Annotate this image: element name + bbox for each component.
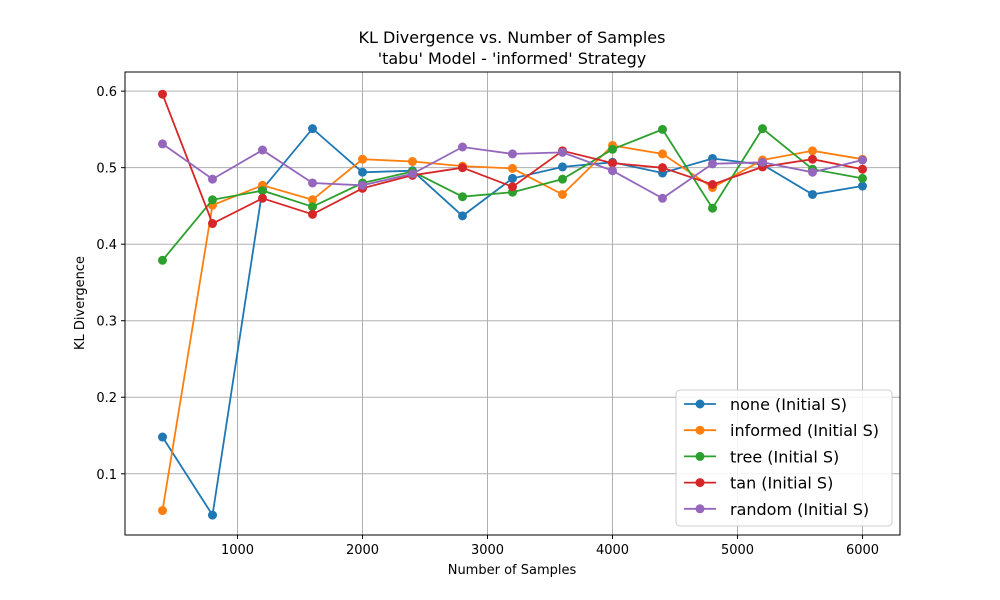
data-point [658,163,667,173]
x-tick-label: 6000 [846,543,879,558]
data-point [308,202,317,212]
data-point [208,510,217,520]
data-point [508,163,517,173]
data-point [308,209,317,219]
y-tick-label: 0.4 [96,238,117,253]
legend-item: none (Initial S) [684,395,847,414]
y-axis-label: KL Divergence [73,256,88,350]
data-point [558,174,567,184]
x-tick-label: 3000 [471,543,504,558]
legend: none (Initial S) informed (Initial S) tree… [675,389,893,527]
data-point [608,144,617,154]
legend-box [675,389,893,527]
data-point [558,189,567,199]
data-point [308,178,317,188]
data-point [458,142,467,152]
data-point [258,193,267,203]
data-point [858,155,867,165]
data-point [458,163,467,173]
data-point [508,182,517,192]
y-tick-label: 0.3 [96,315,117,330]
data-point [258,145,267,155]
data-point [808,154,817,164]
legend-item: tan (Initial S) [684,474,833,493]
data-point [158,139,167,149]
data-point [758,157,767,167]
legend-marker [695,425,705,435]
legend-label: tan (Initial S) [730,474,833,493]
data-point [508,149,517,159]
data-point [858,181,867,191]
data-point [858,164,867,174]
grid [125,72,900,535]
y-tick-label: 0.1 [96,468,117,483]
data-point [608,158,617,168]
x-tick-label: 4000 [596,543,629,558]
data-point [658,149,667,159]
data-point [558,162,567,172]
legend-item: tree (Initial S) [684,447,839,466]
chart-subtitle: 'tabu' Model - 'informed' Strategy [378,49,647,68]
legend-label: none (Initial S) [730,395,847,414]
data-point [358,154,367,164]
plot-frame [124,71,901,536]
x-tick-label: 5000 [721,543,754,558]
y-tick-label: 0.2 [96,391,117,406]
legend-item: random (Initial S) [684,500,869,519]
data-point [708,159,717,169]
data-point [358,180,367,190]
data-point [608,166,617,176]
data-point [208,174,217,184]
data-point [458,211,467,221]
y-tick-label: 0.5 [96,162,117,177]
data-point [208,195,217,205]
data-point [808,189,817,199]
ticks: 1000 2000 3000 4000 5000 6000 0.1 0.2 0.3 0.4 0.5 0… [96,85,879,558]
data-point [758,124,767,134]
x-tick-label: 2000 [346,543,379,558]
data-point [708,179,717,189]
x-tick-label: 1000 [221,543,254,558]
data-point [158,255,167,265]
data-point [808,167,817,177]
data-point [708,203,717,213]
data-point [308,195,317,205]
data-point [158,89,167,99]
legend-label: informed (Initial S) [730,421,879,440]
legend-label: random (Initial S) [730,500,869,519]
data-point [158,506,167,516]
data-point [408,157,417,167]
data-point [558,147,567,157]
legend-marker [695,451,705,461]
chart-title: KL Divergence vs. Number of Samples [359,28,666,47]
x-axis-label: Number of Samples [448,563,577,578]
data-point [458,192,467,202]
legend-label: tree (Initial S) [730,447,839,466]
series-random [158,139,867,203]
y-tick-label: 0.6 [96,85,117,100]
data-point [358,167,367,177]
data-point [858,173,867,183]
data-point [258,186,267,196]
series-line [161,93,863,225]
legend-marker [695,504,705,514]
data-point [308,124,317,134]
data-point [208,219,217,229]
legend-marker [695,478,705,488]
data-point [508,173,517,183]
data-point [658,193,667,203]
legend-item: informed (Initial S) [684,421,879,440]
legend-marker [695,399,705,409]
data-point [658,124,667,134]
series-layer [158,89,867,520]
data-point [408,169,417,179]
data-point [158,432,167,442]
data-point [808,146,817,156]
